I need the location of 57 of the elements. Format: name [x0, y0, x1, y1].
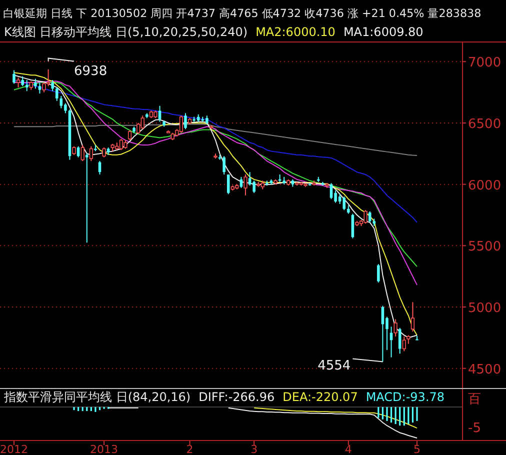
candlestick [179, 115, 183, 134]
text: 百 [468, 392, 481, 407]
x-tick-label: 2012 [0, 443, 28, 455]
candlestick [342, 196, 346, 211]
candlestick [38, 82, 42, 94]
candlestick [128, 130, 132, 141]
y-tick-label: 5000 [468, 301, 502, 316]
candlestick [410, 302, 415, 332]
candlestick [85, 153, 88, 244]
candlestick [60, 95, 63, 109]
candlestick [394, 318, 398, 337]
y-tick-label: 6500 [468, 116, 502, 132]
candlestick [102, 147, 106, 158]
candlestick [98, 160, 102, 176]
candlestick [158, 105, 162, 122]
candlestick [34, 78, 37, 90]
candlestick [80, 144, 84, 162]
chart-title: 指数平滑异同平均线 日(84,20,16) [3, 390, 191, 404]
candlestick [25, 80, 28, 92]
y-tick-label: 5500 [468, 240, 502, 255]
candlestick [140, 115, 144, 130]
candlestick [240, 176, 243, 189]
x-tick-label: 3 [250, 443, 258, 455]
series-label: DIFF:-266.96 [198, 390, 275, 404]
candlestick [377, 264, 380, 283]
candlestick [330, 182, 333, 200]
x-tick-label: 5 [414, 443, 420, 455]
candlestick [51, 80, 54, 92]
chart-title: 白银延期 日线 下 20130502 周四 开4737 高4765 低4732 收4736 涨 +21 0.45% 量283838 [3, 7, 482, 20]
series-label: MACD:-93.78 [366, 390, 445, 404]
series-label: DEA:-220.07 [282, 390, 358, 404]
y-tick-label: 4500 [468, 362, 502, 378]
chart-subtitle: K线图 日移动平均线 日(5,10,20,25,50,240) [4, 25, 248, 39]
y-tick-label: 7000 [468, 56, 502, 71]
candlestick [42, 82, 46, 93]
candlestick [184, 112, 187, 130]
candlestick [222, 156, 226, 176]
text: MA2:6000.10 [256, 25, 336, 39]
candlestick [55, 86, 58, 102]
candlestick [12, 70, 16, 84]
candlestick [402, 336, 406, 352]
text: -5 [468, 421, 481, 436]
candlestick [252, 180, 256, 194]
candlestick [64, 102, 67, 114]
candlestick [16, 77, 20, 88]
text: MA1:6009.80 [343, 25, 424, 39]
candlestick [89, 146, 93, 162]
x-tick-label: 4 [344, 443, 352, 455]
y-tick-label: 6000 [468, 178, 502, 194]
candlestick [244, 174, 248, 196]
x-tick-label: 2 [186, 443, 194, 455]
candlestick [226, 174, 230, 195]
candlestick [364, 210, 368, 224]
x-tick-label: 2013 [90, 443, 118, 455]
annotation: 6938 [74, 64, 108, 80]
candlestick [21, 76, 24, 87]
annotation: 4554 [318, 358, 351, 374]
